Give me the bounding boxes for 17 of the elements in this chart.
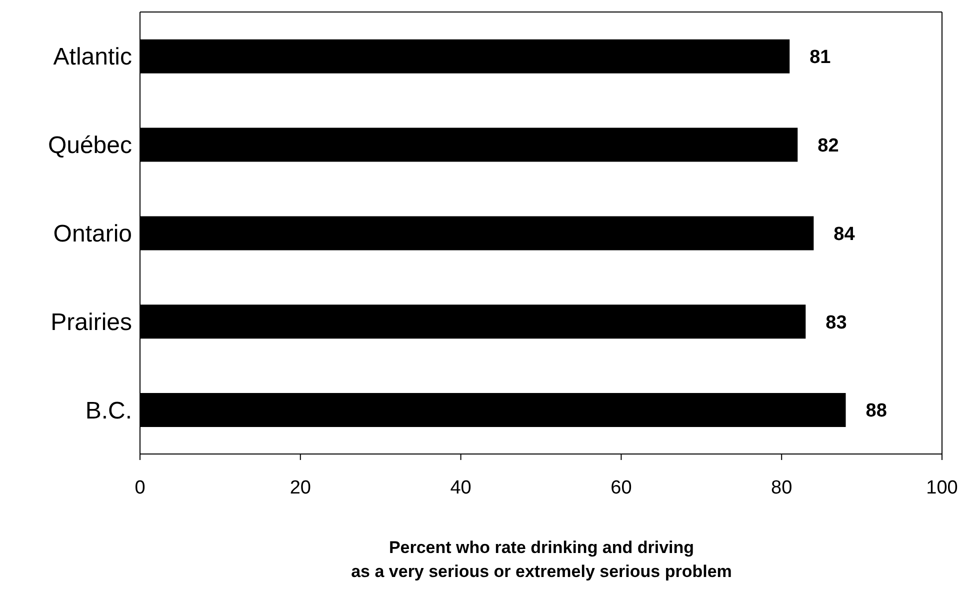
x-axis-title: Percent who rate drinking and driving as a very serious or extremely serious problem — [350, 537, 733, 583]
y-tick-label: Prairies — [50, 308, 132, 336]
x-tick-label: 20 — [290, 477, 311, 498]
data-label: 84 — [834, 224, 856, 245]
data-label: 88 — [866, 400, 887, 422]
data-label: 81 — [810, 47, 832, 68]
y-tick-label: Ontario — [53, 220, 132, 248]
x-tick-label: 80 — [771, 477, 792, 498]
x-tick-label: 0 — [134, 477, 146, 498]
data-label: 82 — [818, 136, 839, 157]
data-label: 83 — [826, 312, 847, 334]
y-tick-label: Québec — [48, 132, 132, 160]
y-tick-label: B.C. — [85, 397, 132, 424]
x-tick-label: 40 — [450, 477, 472, 498]
x-tick-label: 60 — [610, 477, 632, 498]
y-tick-label: Atlantic — [53, 44, 132, 71]
x-tick-label: 100 — [926, 477, 958, 498]
